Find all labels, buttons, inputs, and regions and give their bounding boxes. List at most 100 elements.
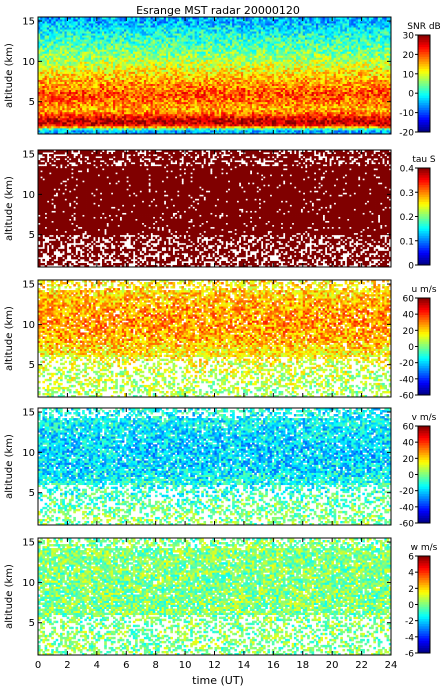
heatmap-cell: [62, 79, 65, 82]
heatmap-cell: [38, 65, 41, 68]
heatmap-cell: [86, 59, 90, 62]
heatmap-cell: [84, 75, 87, 78]
heatmap-cell: [84, 87, 87, 91]
heatmap-cell: [79, 41, 83, 44]
heatmap-cell: [113, 81, 116, 84]
heatmap-cell: [113, 87, 116, 91]
heatmap-cell: [86, 63, 90, 66]
heatmap-cell: [84, 35, 87, 38]
heatmap-cell: [75, 23, 79, 26]
heatmap-cell: [66, 41, 70, 44]
heatmap-cell: [42, 115, 46, 119]
heatmap-cell: [106, 47, 109, 50]
heatmap-cell: [90, 53, 94, 56]
heatmap-cell: [93, 117, 96, 121]
heatmap-cell: [90, 65, 94, 68]
heatmap-cell: [66, 55, 70, 58]
heatmap-cell: [117, 79, 121, 82]
heatmap-cell: [46, 73, 50, 76]
heatmap-cell: [40, 119, 43, 123]
heatmap-cell: [115, 127, 118, 131]
heatmap-cell: [79, 91, 83, 95]
heatmap-cell: [40, 113, 43, 117]
heatmap-cell: [44, 113, 48, 117]
heatmap-cell: [62, 47, 65, 50]
heatmap-cell: [64, 53, 68, 56]
heatmap-cell: [97, 25, 101, 28]
heatmap-cell: [38, 57, 41, 60]
heatmap-cell: [68, 63, 72, 66]
heatmap-cell: [60, 19, 63, 22]
heatmap-cell: [95, 85, 98, 89]
heatmap-cell: [101, 81, 105, 84]
heatmap-cell: [55, 91, 59, 95]
heatmap-cell: [90, 21, 94, 24]
heatmap-cell: [62, 17, 65, 20]
heatmap-cell: [71, 29, 74, 32]
heatmap-cell: [66, 61, 70, 64]
heatmap-cell: [62, 127, 65, 131]
heatmap-cell: [42, 31, 46, 34]
heatmap-cell: [113, 71, 116, 74]
heatmap-cell: [62, 125, 65, 129]
heatmap-cell: [106, 77, 109, 80]
heatmap-cell: [101, 111, 105, 115]
heatmap-cell: [97, 59, 101, 62]
heatmap-cell: [42, 97, 46, 101]
heatmap-cell: [86, 81, 90, 84]
heatmap-cell: [42, 101, 46, 105]
heatmap-cell: [55, 113, 59, 117]
heatmap-cell: [44, 119, 48, 123]
heatmap-cell: [82, 115, 85, 119]
heatmap-cell: [44, 35, 48, 38]
heatmap-cell: [46, 49, 50, 52]
heatmap-cell: [53, 63, 57, 66]
heatmap-cell: [97, 29, 101, 32]
heatmap-cell: [64, 21, 68, 24]
heatmap-cell: [51, 107, 54, 111]
heatmap-cell: [77, 17, 81, 20]
heatmap-cell: [55, 121, 59, 125]
heatmap-cell: [97, 75, 101, 78]
heatmap-cell: [60, 17, 63, 20]
heatmap-cell: [49, 23, 52, 26]
heatmap-cell: [38, 35, 41, 38]
heatmap-cell: [99, 85, 103, 89]
heatmap-cell: [60, 25, 63, 28]
heatmap-cell: [82, 47, 85, 50]
heatmap-cell: [51, 109, 54, 113]
heatmap-cell: [38, 75, 41, 78]
heatmap-cell: [73, 43, 76, 46]
heatmap-cell: [95, 123, 98, 127]
heatmap-cell: [40, 75, 43, 78]
heatmap-cell: [93, 73, 96, 76]
heatmap-cell: [60, 85, 63, 89]
heatmap-cell: [95, 61, 98, 64]
heatmap-cell: [38, 41, 41, 44]
heatmap-cell: [117, 43, 121, 46]
heatmap-cell: [97, 41, 101, 44]
heatmap-cell: [55, 95, 59, 99]
heatmap-cell: [71, 119, 74, 123]
heatmap-cell: [62, 89, 65, 93]
heatmap-cell: [38, 101, 41, 105]
heatmap-cell: [88, 121, 92, 125]
heatmap-cell: [93, 107, 96, 111]
heatmap-cell: [101, 39, 105, 42]
heatmap-cell: [75, 17, 79, 20]
heatmap-cell: [88, 79, 92, 82]
heatmap-cell: [51, 43, 54, 46]
heatmap-cell: [64, 23, 68, 26]
heatmap-cell: [108, 131, 112, 135]
heatmap-cell: [40, 111, 43, 115]
heatmap-cell: [99, 69, 103, 72]
heatmap-cell: [46, 67, 50, 70]
heatmap-cell: [104, 85, 107, 89]
heatmap-cell: [88, 23, 92, 26]
heatmap-cell: [84, 83, 87, 86]
heatmap-cell: [86, 93, 90, 97]
heatmap-cell: [99, 51, 103, 54]
heatmap-cell: [49, 45, 52, 48]
heatmap-cell: [57, 27, 61, 30]
heatmap-cell: [113, 89, 116, 93]
